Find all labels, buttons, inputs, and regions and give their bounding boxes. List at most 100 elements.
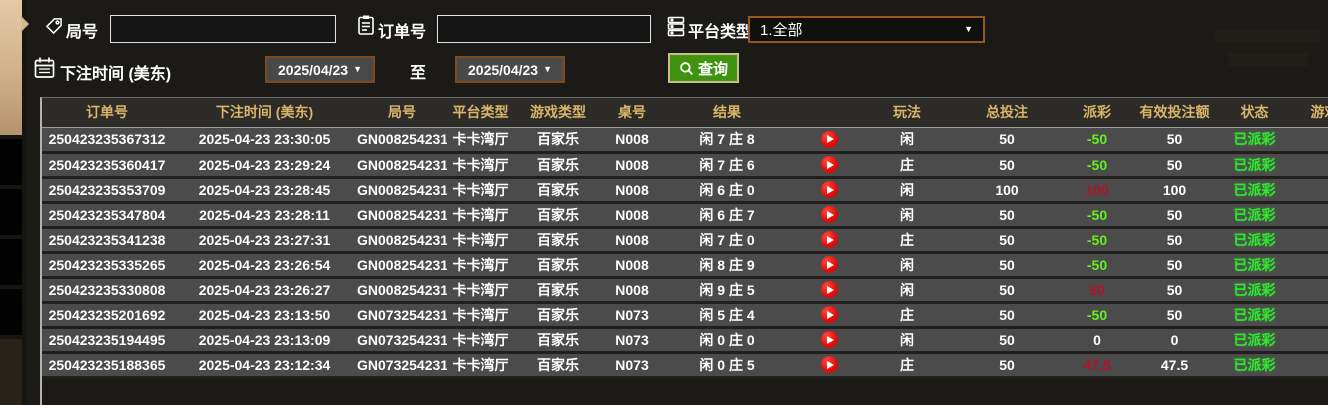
order-no-input[interactable] [437, 15, 651, 43]
play-replay-icon[interactable] [821, 281, 838, 299]
payout-cell: 100 [1067, 177, 1127, 204]
platform-cell: 卡卡湾厅 [447, 327, 514, 354]
platform-cell: 卡卡湾厅 [447, 152, 514, 179]
status-cell: 已派彩 [1222, 302, 1287, 329]
total-bet-cell: 50 [947, 352, 1067, 379]
status-cell: 已派彩 [1222, 252, 1287, 279]
date-to-select[interactable]: 2025/04/23 ▼ [455, 56, 565, 83]
edge-tan-ribbon [0, 0, 29, 135]
table-no-cell: N008 [602, 252, 662, 279]
status-cell: 已派彩 [1222, 352, 1287, 379]
play-replay-icon[interactable] [821, 130, 838, 148]
date-from-select[interactable]: 2025/04/23 ▼ [265, 56, 375, 83]
game-type-cell: 百家乐 [514, 177, 602, 204]
game-no-cell: GN008254231IE [357, 252, 447, 279]
total-bet-cell: 50 [947, 327, 1067, 354]
table-no-cell: N073 [602, 352, 662, 379]
bet-time-cell: 2025-04-23 23:26:27 [172, 277, 357, 304]
col-header-replay [792, 98, 867, 128]
play-replay-icon[interactable] [821, 156, 838, 174]
platform-type-select[interactable]: 1.全部 ▼ [748, 16, 985, 43]
status-cell: 已派彩 [1222, 202, 1287, 229]
total-bet-cell: 100 [947, 177, 1067, 204]
play-replay-icon[interactable] [821, 356, 838, 374]
order-no-cell: 250423235335265 [42, 252, 172, 279]
table-no-cell: N008 [602, 152, 662, 179]
order-no-label: 订单号 [378, 24, 427, 41]
game-no-cell: GN008254231II [357, 152, 447, 179]
bet-time-cell: 2025-04-23 23:13:50 [172, 302, 357, 329]
order-no-cell: 250423235330808 [42, 277, 172, 304]
table-body: 250423235367312 2025-04-23 23:30:05 GN00… [42, 127, 1328, 379]
valid-bet-cell: 50 [1127, 252, 1222, 279]
bet-time-cell: 2025-04-23 23:12:34 [172, 352, 357, 379]
payout-cell: -50 [1067, 302, 1127, 329]
game-type-cell: 百家乐 [514, 327, 602, 354]
play-replay-icon[interactable] [821, 256, 838, 274]
status-cell: 已派彩 [1222, 177, 1287, 204]
platform-cell: 卡卡湾厅 [447, 277, 514, 304]
edge-menu-block [0, 239, 22, 285]
game-no-cell: GN008254231IJ [357, 127, 447, 154]
play-replay-icon[interactable] [821, 181, 838, 199]
bet-time-cell: 2025-04-23 23:26:54 [172, 252, 357, 279]
col-header-total-bet: 总投注 [947, 98, 1067, 128]
game-no-cell: GN008254231IH [357, 177, 447, 204]
play-replay-icon[interactable] [821, 306, 838, 324]
search-button-label: 查询 [698, 60, 729, 78]
game-type-cell: 百家乐 [514, 302, 602, 329]
game-no-input[interactable] [110, 15, 336, 43]
table-row: 250423235360417 2025-04-23 23:29:24 GN00… [42, 152, 1328, 179]
table-no-cell: N008 [602, 277, 662, 304]
result-cell: 闲 0 庄 0 [662, 327, 792, 354]
replay-cell [792, 127, 867, 154]
game-cell [1287, 227, 1328, 254]
order-no-cell: 250423235360417 [42, 152, 172, 179]
valid-bet-cell: 100 [1127, 177, 1222, 204]
table-row: 250423235188365 2025-04-23 23:12:34 GN07… [42, 352, 1328, 379]
table-no-cell: N008 [602, 202, 662, 229]
table-row: 250423235194495 2025-04-23 23:13:09 GN07… [42, 327, 1328, 354]
game-cell [1287, 152, 1328, 179]
payout-cell: -50 [1067, 202, 1127, 229]
col-header-valid-bet: 有效投注额 [1127, 98, 1222, 128]
replay-cell [792, 227, 867, 254]
play-replay-icon[interactable] [821, 206, 838, 224]
col-header-order-no: 订单号 [42, 98, 172, 128]
bet-records-table: 订单号 下注时间 (美东) 局号 平台类型 游戏类型 桌号 结果 玩法 总投注 … [40, 97, 1328, 405]
result-cell: 闲 7 庄 0 [662, 227, 792, 254]
table-row: 250423235335265 2025-04-23 23:26:54 GN00… [42, 252, 1328, 279]
table-no-cell: N073 [602, 302, 662, 329]
replay-cell [792, 177, 867, 204]
play-type-cell: 庄 [867, 152, 947, 179]
play-replay-icon[interactable] [821, 231, 838, 249]
date-from-value: 2025/04/23 [278, 61, 349, 78]
total-bet-cell: 50 [947, 202, 1067, 229]
bet-time-label: 下注时间 (美东) [60, 66, 172, 83]
bet-time-cell: 2025-04-23 23:27:31 [172, 227, 357, 254]
valid-bet-cell: 50 [1127, 277, 1222, 304]
game-cell [1287, 127, 1328, 154]
game-cell [1287, 352, 1328, 379]
status-cell: 已派彩 [1222, 152, 1287, 179]
result-cell: 闲 6 庄 7 [662, 202, 792, 229]
platform-cell: 卡卡湾厅 [447, 252, 514, 279]
order-no-cell: 250423235194495 [42, 327, 172, 354]
game-no-label: 局号 [66, 24, 99, 41]
search-button[interactable]: 查询 [668, 53, 740, 83]
clipboard-icon [356, 14, 376, 36]
valid-bet-cell: 47.5 [1127, 352, 1222, 379]
valid-bet-cell: 50 [1127, 202, 1222, 229]
order-no-cell: 250423235367312 [42, 127, 172, 154]
chevron-down-icon: ▼ [543, 64, 552, 74]
result-cell: 闲 5 庄 4 [662, 302, 792, 329]
left-edge-panel [0, 0, 29, 405]
total-bet-cell: 50 [947, 227, 1067, 254]
platform-type-label: 平台类型 [688, 24, 753, 41]
payout-cell: -50 [1067, 252, 1127, 279]
replay-cell [792, 327, 867, 354]
game-no-cell: GN008254231IF [357, 227, 447, 254]
payout-cell: -50 [1067, 227, 1127, 254]
play-replay-icon[interactable] [821, 331, 838, 349]
